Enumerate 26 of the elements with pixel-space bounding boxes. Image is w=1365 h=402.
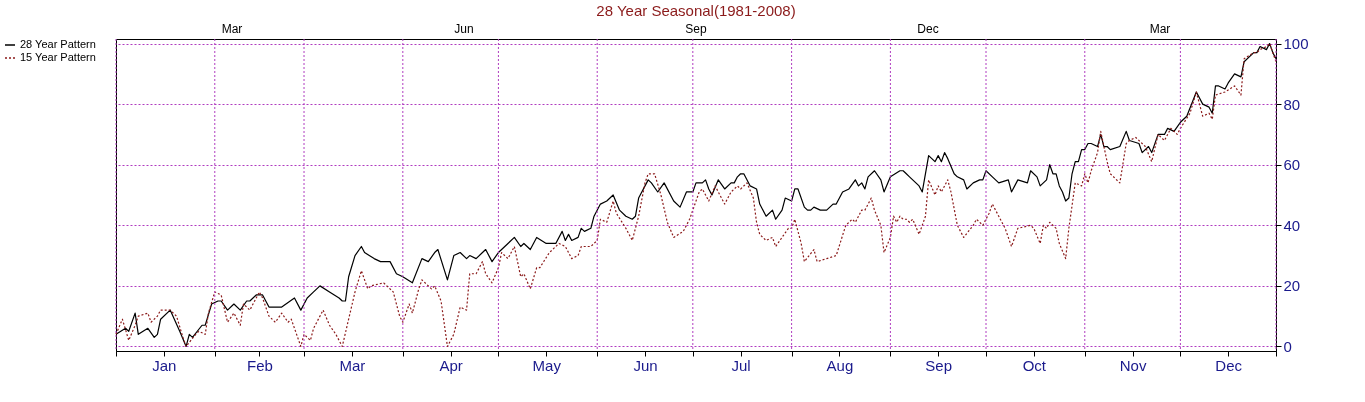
x-tick-label: Feb	[246, 356, 273, 374]
text: Dec	[917, 22, 939, 36]
y-tick-label: 20	[1283, 277, 1301, 295]
x-tick-label: Oct	[1022, 356, 1047, 374]
x-tick-label: May	[532, 356, 562, 374]
text: Jun	[454, 22, 474, 36]
chart-title: 28 Year Seasonal(1981-2008)	[596, 2, 796, 19]
text: Mar	[1149, 22, 1171, 36]
y-tick-label: 40	[1283, 216, 1301, 234]
legend-label: 28 Year Pattern	[20, 38, 96, 50]
x-tick-label: Nov	[1119, 356, 1147, 374]
text: Sep	[685, 22, 707, 36]
x-tick-label: Mar	[339, 356, 366, 374]
y-tick-label: 0	[1283, 337, 1292, 355]
y-tick-label: 60	[1283, 156, 1301, 174]
legend-label: 15 Year Pattern	[20, 51, 96, 63]
x-tick-label: Apr	[439, 356, 463, 374]
x-tick-label: Sep	[925, 356, 953, 374]
y-tick-label: 80	[1283, 95, 1301, 113]
text: Mar	[221, 22, 243, 36]
y-tick-label: 100	[1283, 35, 1309, 53]
x-tick-label: Jan	[152, 356, 177, 374]
x-tick-label: Aug	[826, 356, 854, 374]
x-tick-label: Jun	[633, 356, 658, 374]
x-tick-label: Dec	[1215, 356, 1243, 374]
x-tick-label: Jul	[731, 356, 751, 374]
